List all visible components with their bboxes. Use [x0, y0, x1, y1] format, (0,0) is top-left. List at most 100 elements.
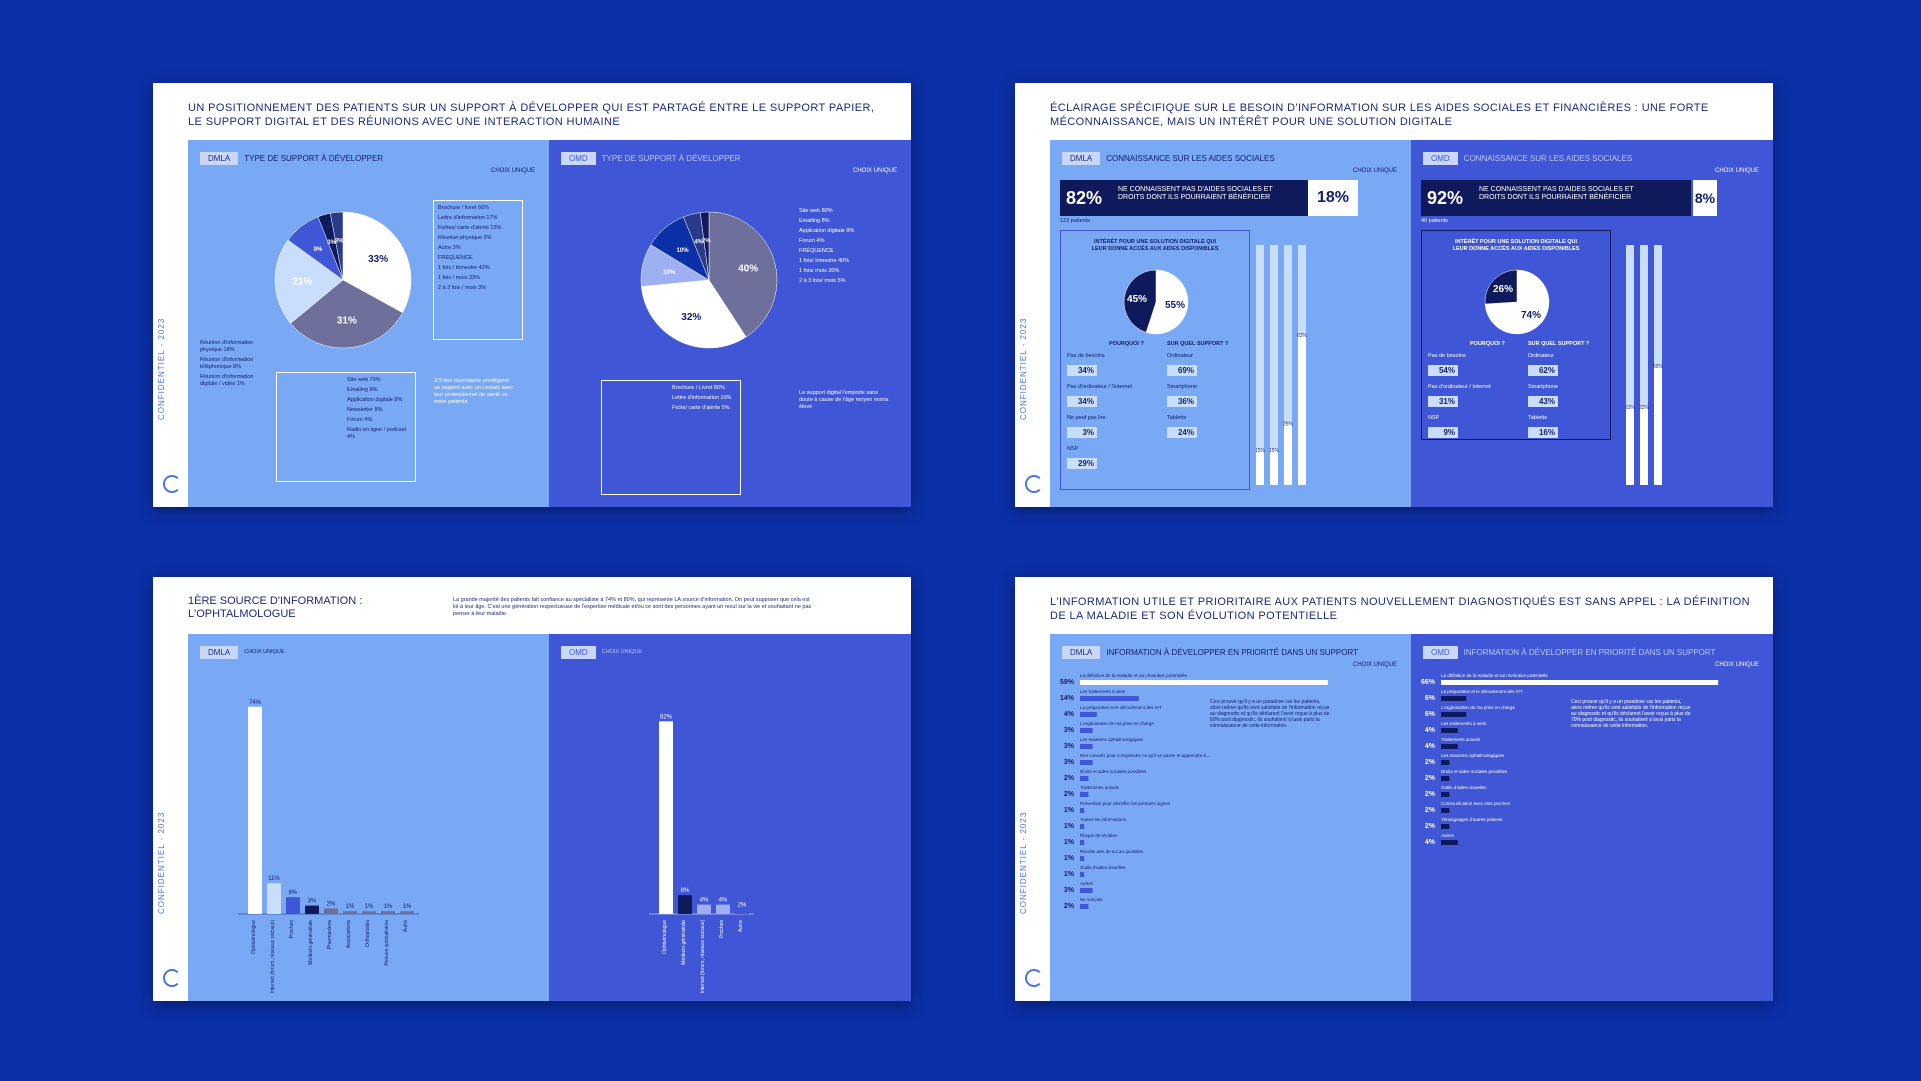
- other-value: 18%: [1308, 180, 1358, 216]
- support-vert-dmla-track: [1284, 245, 1292, 485]
- pie-dmla-value-label: 31%: [337, 316, 357, 327]
- priority-omd-category-label: Autres: [1441, 833, 1455, 838]
- priority-dmla-category-label: Outils d'aides visuelles: [1080, 865, 1126, 870]
- panel-label: INFORMATION À DÉVELOPPER EN PRIORITÉ DAN…: [1463, 648, 1716, 657]
- support-vert-dmla-bar: [1256, 449, 1264, 485]
- priority-dmla-value-label: 3%: [1064, 759, 1075, 766]
- priority-dmla-bar: [1080, 760, 1093, 765]
- why-row-label: Pas de besoins: [1428, 353, 1466, 359]
- tag-dmla: DMLA: [200, 646, 239, 659]
- confidential-label: CONFIDENTIEL - 2023: [157, 317, 166, 420]
- logo-icon: [1025, 475, 1043, 493]
- priority-omd-bar: [1441, 824, 1450, 829]
- source-dmla-category-label: Internet (forum, réseaux sociaux): [270, 920, 276, 994]
- priority-omd-bar: [1441, 792, 1450, 797]
- pie-dmla-value-label: 3%: [327, 240, 336, 246]
- priority-dmla-value-label: 1%: [1064, 871, 1075, 878]
- bar-chart-omd: 82% Ophtalmologue 8% Médecin généraliste 4% I…: [649, 714, 754, 993]
- priority-dmla-value-label: 59%: [1060, 679, 1075, 686]
- source-omd-bar: [716, 904, 730, 914]
- headline-value: 92%: [1427, 188, 1464, 208]
- source-omd-bar: [659, 721, 673, 914]
- priority-omd-value-label: 2%: [1425, 791, 1436, 798]
- why-row-label: Pas d'ordinateur / internet: [1428, 384, 1491, 390]
- pie-omd-slice: [700, 211, 710, 281]
- source-omd-value-label: 82%: [660, 714, 673, 720]
- panel-omd: OMD CONNAISSANCE SUR LES AIDES SOCIALES C…: [1411, 140, 1773, 507]
- source-omd-category-label: Médecin généraliste: [681, 920, 687, 965]
- priority-dmla-category-label: La définition de la maladie et son évolu…: [1080, 673, 1187, 678]
- papier-item: Lettre d'information 17%: [438, 215, 498, 221]
- slide-title: 1ÈRE SOURCE D'INFORMATION :: [188, 595, 363, 607]
- interest-omd-slice: [1484, 269, 1518, 305]
- note-dmla: Ceci prouve qu'il y a un paradoxe car le…: [1210, 699, 1330, 729]
- priority-dmla-bar: [1080, 696, 1139, 701]
- slide-aides-sociales: ÉCLAIRAGE SPÉCIFIQUE SUR LE BESOIN D'INF…: [1015, 83, 1773, 507]
- priority-dmla-category-label: Traitements actuels: [1080, 785, 1120, 790]
- support-row-value: 69%: [1167, 365, 1197, 376]
- priority-dmla-bar: [1080, 680, 1328, 685]
- source-dmla-value-label: 1%: [384, 904, 393, 910]
- panel-dmla: DMLA INFORMATION À DÉVELOPPER EN PRIORITÉ…: [1050, 634, 1411, 1001]
- confidential-label: CONFIDENTIEL - 2023: [1019, 811, 1028, 914]
- pie-omd-value-label: 32%: [681, 312, 701, 323]
- why-row-label: NSP: [1067, 446, 1079, 452]
- papier-item: Brochure / livret 66%: [438, 205, 490, 211]
- source-omd-bar: [735, 909, 749, 914]
- support-row: Tablette 24%: [1167, 415, 1247, 440]
- headline-block: 92% NE CONNAISSENT PAS D'AIDES SOCIALES …: [1421, 180, 1691, 216]
- support-row-value: 36%: [1167, 396, 1197, 407]
- priority-dmla-value-label: 3%: [1064, 887, 1075, 894]
- pie-omd-value-label: 4%: [694, 240, 703, 246]
- interest-box: INTÉRÊT POUR UNE SOLUTION DIGITALE QUI L…: [1421, 230, 1611, 440]
- why-row: Pas d'ordinateur / internet 31%: [1428, 384, 1514, 409]
- priority-omd-category-label: Témoignages d'autres patients: [1441, 817, 1503, 822]
- logo-icon: [1025, 969, 1043, 987]
- panel-dmla: DMLA CONNAISSANCE SUR LES AIDES SOCIALES …: [1050, 140, 1411, 507]
- support-row-value: 24%: [1167, 427, 1197, 438]
- pie-dmla-slice: [274, 239, 344, 324]
- tag-omd: OMD: [561, 152, 596, 165]
- slide-title: ÉCLAIRAGE SPÉCIFIQUE SUR LE BESOIN D'INF…: [1050, 102, 1709, 128]
- slide-support-type: UN POSITIONNEMENT DES PATIENTS SUR UN SU…: [153, 83, 911, 507]
- digital-item: Forum 4%: [347, 417, 373, 423]
- priority-dmla-value-label: 1%: [1064, 807, 1075, 814]
- panel-dmla: DMLA CHOIX UNIQUE 74% Ophtalmologue 11% Inte…: [188, 634, 549, 1001]
- pie-omd-value-label: 10%: [677, 248, 690, 254]
- source-dmla-value-label: 6%: [289, 890, 298, 896]
- support-row-label: Ordinateur: [1167, 353, 1193, 359]
- slide-title: UN POSITIONNEMENT DES PATIENTS SUR UN SU…: [188, 102, 875, 128]
- support-title: SUR QUEL SUPPORT ?: [1528, 341, 1590, 347]
- support-row-label: Smartphone: [1167, 384, 1197, 390]
- digital-item: Site web 79%: [347, 377, 381, 383]
- support-title: SUR QUEL SUPPORT ?: [1167, 341, 1229, 347]
- interest-box: INTÉRÊT POUR UNE SOLUTION DIGITALE QUI L…: [1060, 230, 1250, 490]
- headline-text: NE CONNAISSENT PAS D'AIDES SOCIALES ET D…: [1479, 186, 1634, 201]
- interest-title: INTÉRÊT POUR UNE SOLUTION DIGITALE QUI L…: [1091, 239, 1219, 252]
- source-dmla-category-label: Médecin généraliste: [308, 920, 314, 965]
- support-row-value: 62%: [1528, 365, 1558, 376]
- priority-dmla-value-label: 3%: [1064, 727, 1075, 734]
- confidential-label: CONFIDENTIEL - 2023: [1019, 317, 1028, 420]
- source-omd-value-label: 4%: [700, 898, 709, 904]
- tag-omd: OMD: [1423, 646, 1458, 659]
- bar-chart-dmla: 74% Ophtalmologue 11% Internet (forum, rése…: [238, 700, 419, 994]
- digital-item: FRÉQUENCE: [799, 248, 834, 254]
- pie-omd-value-label: 10%: [663, 270, 676, 276]
- digital-item: 2 à 3 fois/ mois 5%: [799, 278, 846, 284]
- headline-text: NE CONNAISSENT PAS D'AIDES SOCIALES ET D…: [1118, 186, 1273, 201]
- pie-chart-omd: 40% 32% 10% 10% 4% 2%: [640, 211, 778, 349]
- headline-value: 82%: [1066, 188, 1103, 208]
- source-dmla-value-label: 2%: [327, 901, 336, 907]
- source-dmla-category-label: Autre: [403, 920, 409, 932]
- digital-item: Site web 80%: [799, 208, 833, 214]
- support-row: Tablette 16%: [1528, 415, 1608, 440]
- why-row-label: Pas d'ordinateur / l'internet: [1067, 384, 1133, 390]
- priority-omd-category-label: Outils d'aides visuelles: [1441, 785, 1487, 790]
- source-dmla-bar: [400, 911, 414, 914]
- tag-omd: OMD: [1423, 152, 1458, 165]
- digital-item: Radio en ligne / podcast 4%: [347, 427, 407, 440]
- papier-item: Brochure / Livret 80%: [672, 385, 725, 391]
- priority-omd-category-label: Droits et aides sociales possibles: [1441, 769, 1508, 774]
- patients-count: 123 patients: [1060, 218, 1090, 224]
